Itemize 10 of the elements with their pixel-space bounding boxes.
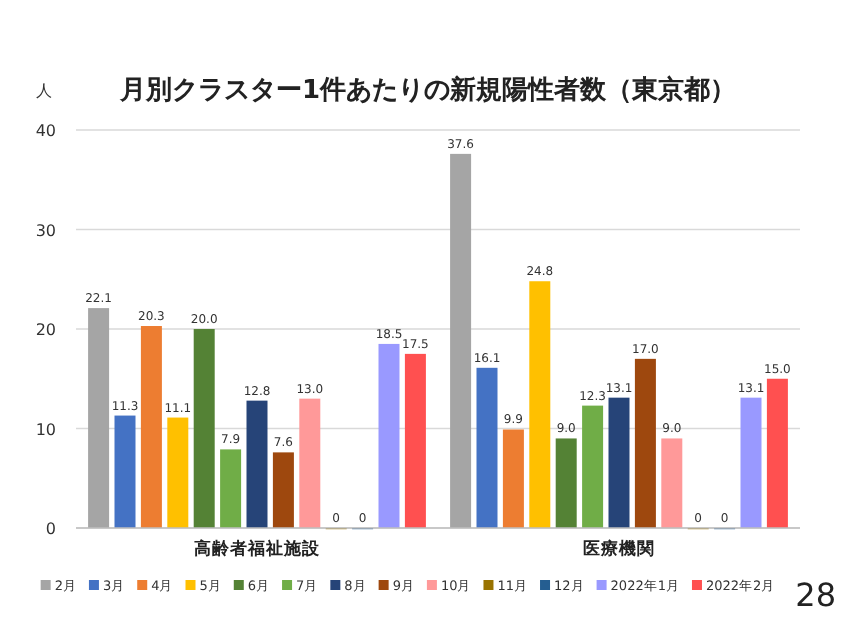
y-axis-title: 人	[36, 82, 52, 100]
y-tick-label: 20	[35, 321, 56, 339]
x-tick-label: 医療機関	[583, 538, 655, 560]
y-tick-label: 0	[45, 520, 56, 538]
x-tick-label: 高齢者福祉施設	[194, 538, 322, 560]
text: 28	[795, 576, 836, 614]
y-tick-label: 10	[35, 420, 56, 439]
y-tick-label: 40	[35, 122, 56, 140]
y-tick-label: 30	[35, 221, 56, 240]
chart-title: 月別クラスター1件あたりの新規陽性者数（東京都）	[117, 74, 737, 106]
